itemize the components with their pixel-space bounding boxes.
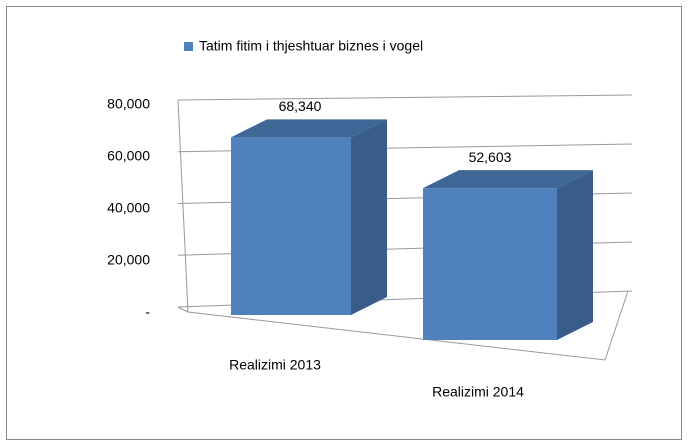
x-tick-label: Realizimi 2014 xyxy=(432,384,524,400)
bar xyxy=(423,188,557,340)
y-tick-label: - xyxy=(145,304,150,320)
legend-swatch xyxy=(184,42,193,51)
grid-line xyxy=(177,94,633,101)
data-label: 52,603 xyxy=(469,149,512,165)
plot-frame xyxy=(177,99,629,361)
y-tick-label: 80,000 xyxy=(107,96,150,112)
y-tick-label: 20,000 xyxy=(107,252,150,268)
y-tick-label: 40,000 xyxy=(107,200,150,216)
data-label: 68,340 xyxy=(279,98,322,114)
bar xyxy=(231,137,351,315)
floor-edge xyxy=(177,306,189,313)
legend-label: Tatim fitim i thjeshtuar biznes i vogel xyxy=(199,38,423,54)
y-tick-label: 60,000 xyxy=(107,148,150,164)
bar-side xyxy=(557,170,593,340)
bar-side xyxy=(351,119,387,315)
bar-top xyxy=(423,170,593,189)
bar-top xyxy=(231,119,387,138)
x-tick-label: Realizimi 2013 xyxy=(229,357,321,373)
